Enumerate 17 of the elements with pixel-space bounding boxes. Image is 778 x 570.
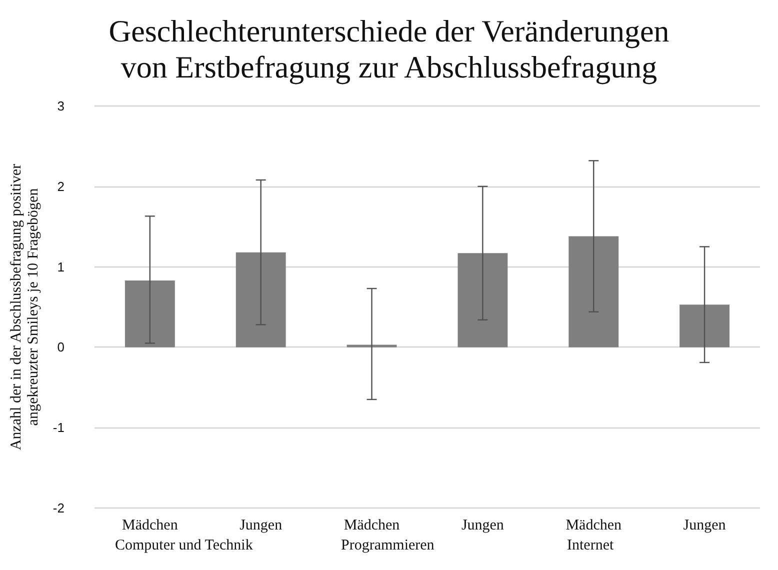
y-tick-label: -1	[52, 420, 64, 436]
chart-title: Geschlechterunterschiede der Veränderungen von Erstbefragung zur Abschlussbefragung	[108, 14, 670, 84]
y-axis-title: Anzahl der in der Abschlussbefragung positiver angekreuzter Smileys je 10 Fragebögen	[8, 164, 42, 450]
x-tick-label: Jungen	[683, 518, 726, 534]
text: Programmieren	[341, 538, 435, 554]
x-tick-label: Jungen	[461, 518, 504, 534]
y-tick-label: 3	[57, 98, 64, 114]
y-tick-label: 1	[57, 259, 64, 274]
x-tick-label: Mädchen	[122, 518, 178, 534]
y-tick-label: 0	[57, 340, 64, 355]
x-tick-label: Jungen	[240, 518, 283, 534]
text: Computer und Technik	[115, 538, 254, 554]
text: Internet	[567, 538, 614, 554]
x-tick-label: Mädchen	[566, 518, 622, 534]
y-tick-label: 2	[57, 178, 64, 194]
x-tick-label: Mädchen	[344, 518, 400, 534]
y-tick-label: -2	[52, 500, 64, 516]
